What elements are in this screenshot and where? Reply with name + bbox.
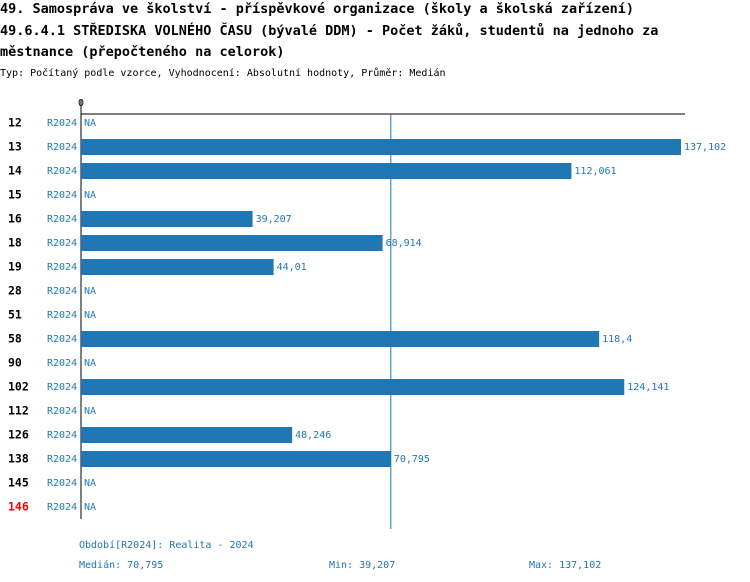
y-tick-label: 112 [8,404,29,418]
bar [81,331,600,347]
value-label: 39,207 [256,214,292,225]
period-label: R2024 [47,334,77,345]
value-label: 44,01 [277,262,307,273]
bar [81,235,383,251]
bar [81,259,274,275]
value-label: NA [84,190,96,201]
value-label: 70,795 [394,454,430,465]
value-label: NA [84,310,96,321]
y-tick-label: 18 [8,236,22,250]
y-tick-label: 16 [8,212,22,226]
period-label: R2024 [47,166,77,177]
chart-subtitle: Typ: Počítaný podle vzorce, Vyhodnocení:… [0,67,446,79]
bar [81,427,293,443]
y-tick-label: 146 [8,500,29,514]
value-label: NA [84,478,96,489]
value-label: 124,141 [627,382,669,393]
value-label: NA [84,406,96,417]
y-tick-label: 145 [8,476,29,490]
period-label: R2024 [47,238,77,249]
period-note: Období[R2024]: Realita - 2024 [79,539,254,551]
period-label: R2024 [47,262,77,273]
value-label: 48,246 [295,430,331,441]
y-tick-label: 19 [8,260,22,274]
period-label: R2024 [47,286,77,297]
min-label: Min: 39,207 [329,560,395,571]
y-tick-label: 58 [8,332,22,346]
period-label: R2024 [47,454,77,465]
value-label: NA [84,118,96,129]
bar [81,163,572,179]
period-label: R2024 [47,214,77,225]
value-label: 137,102 [684,142,726,153]
x-tick-label: 0 [78,98,84,109]
y-tick-label: 13 [8,140,22,154]
y-tick-label: 126 [8,428,29,442]
bar [81,379,625,395]
y-tick-label: 15 [8,188,22,202]
value-label: 118,4 [602,334,632,345]
period-label: R2024 [47,190,77,201]
value-label: NA [84,502,96,513]
y-tick-label: 90 [8,356,22,370]
period-label: R2024 [47,310,77,321]
period-label: R2024 [47,118,77,129]
chart-title: 49. Samospráva ve školství - příspěvkové… [0,1,634,17]
chart-title: městnance (přepočteného na celorok) [0,44,284,60]
value-label: 68,914 [386,238,422,249]
value-label: NA [84,286,96,297]
period-label: R2024 [47,430,77,441]
value-label: NA [84,358,96,369]
chart-title: 49.6.4.1 STŘEDISKA VOLNÉHO ČASU (bývalé … [0,21,658,39]
max-label: Max: 137,102 [529,560,601,571]
value-label: 112,061 [574,166,616,177]
y-tick-label: 138 [8,452,29,466]
y-tick-label: 12 [8,116,22,130]
period-label: R2024 [47,406,77,417]
median-label: Medián: 70,795 [79,559,163,571]
y-tick-label: 28 [8,284,22,298]
period-label: R2024 [47,478,77,489]
period-label: R2024 [47,382,77,393]
period-label: R2024 [47,502,77,513]
y-tick-label: 51 [8,308,22,322]
bar [81,451,391,467]
period-label: R2024 [47,358,77,369]
bar [81,139,681,155]
y-tick-label: 102 [8,380,29,394]
bar [81,211,253,227]
y-tick-label: 14 [8,164,22,178]
period-label: R2024 [47,142,77,153]
